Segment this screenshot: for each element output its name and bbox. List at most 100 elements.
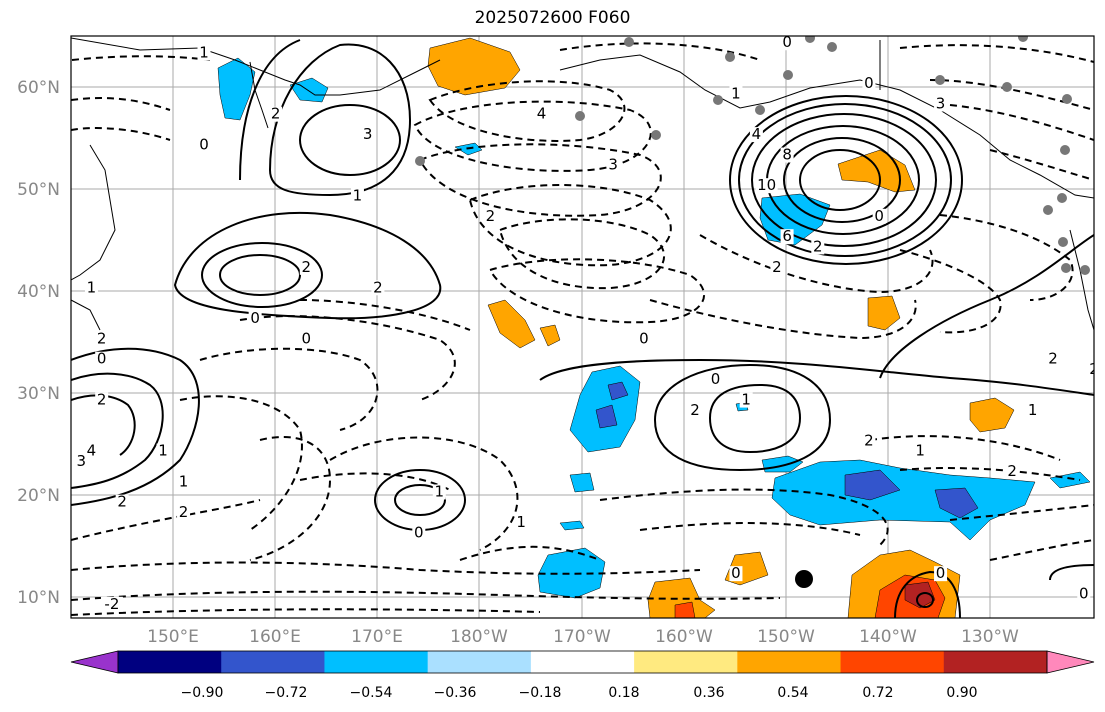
lat-label: 30°N [17,384,60,404]
colorbar-segment [634,651,738,673]
contour-label-bg [729,86,743,102]
contour-label-bg [1077,586,1091,602]
colorbar-frame [117,650,1048,674]
lon-label: 130°W [961,627,1019,647]
colorbar-label: −0.36 [434,685,477,701]
contour-label-bg [197,45,211,61]
contour-label: 4 [537,105,547,123]
contour-label: 2 [690,401,700,419]
contour-label: 4 [87,442,97,460]
contour-label: 6 [782,227,792,245]
contour-label: 1 [1028,401,1038,419]
map-frame [70,35,1095,619]
colorbar-labels: −0.90 −0.72 −0.54 −0.36 −0.18 0.18 0.36 … [181,685,978,701]
shade-blue-band-dark2 [934,487,979,519]
contour-label: 1 [731,84,741,102]
contour-label: 2 [772,258,782,276]
contours-positive [71,39,1094,618]
shade-orange-east2 [969,397,1015,433]
colorbar-label: −0.72 [265,685,308,701]
lat-label: 50°N [17,180,60,200]
colorbar-label: −0.18 [519,685,562,701]
contour-label-bg [269,106,283,122]
contour-label: -2 [104,595,119,613]
contour-label: 1 [179,472,189,490]
large-marker-dot [795,570,813,588]
contour-label-bg [95,351,109,367]
lon-label: 150°W [757,627,815,647]
lon-label: 180°W [450,627,508,647]
contour-label-bg [115,494,129,510]
contour-label: 2 [1007,462,1017,480]
colorbar-label: −0.90 [181,685,224,701]
contour-label-bg [299,331,313,347]
contour-label-bg [862,76,876,92]
contour-label-bg [350,188,364,204]
colorbar-segment [737,651,842,673]
colorbar-extend-min [70,650,119,674]
contour-label: 0 [731,564,741,582]
contour-label-bg [729,566,743,582]
contour-label-bg [95,392,109,408]
shade-orange-south1 [647,577,716,618]
shade-orange-small [539,324,561,347]
coastlines [71,37,1094,331]
contour-label-bg [780,36,794,51]
lon-label: 150°E [147,627,199,647]
contour-label-bg [84,280,98,296]
lat-label: 10°N [17,588,60,608]
contour-label-bg [197,137,211,153]
contour-label: 2 [271,105,281,123]
contour-label-bg [100,596,123,612]
lat-label: 20°N [17,486,60,506]
contour-label: 2 [373,278,383,296]
contour-label-bg [770,259,784,275]
contour-label-bg [872,208,886,224]
contour-label: 2 [1048,350,1058,368]
contour-label-bg [299,259,313,275]
colorbar-label: 0.18 [608,685,639,701]
colorbar-label: 0.54 [777,685,808,701]
contour-label-bg [361,127,375,143]
contour-label-bg [913,443,927,459]
contour-label-bg [637,331,651,347]
contour-label-bg [177,474,191,490]
contour-label-bg [1087,361,1094,377]
contour-label: 1 [915,442,925,460]
colorbar-segment [840,651,945,673]
contour-label-bg [483,208,497,224]
contour-label-bg [535,106,549,122]
contour-label-bg [1026,402,1040,418]
colorbar-label: 0.72 [862,685,893,701]
colorbar-segment [118,651,222,673]
contour-label-bg [811,239,825,255]
shaded-fields [217,37,1091,618]
contour-label-bg [934,566,948,582]
contour-label: 3 [936,94,946,112]
contour-label: 2 [117,493,127,511]
contour-label-bg [739,392,753,408]
contour-label-bg [708,372,722,388]
contour-label: 0 [250,309,260,327]
shade-orange-east [867,295,901,331]
lon-label: 140°W [859,627,917,647]
lon-label: 160°W [655,627,713,647]
colorbar [70,650,1095,674]
lat-label: 60°N [17,78,60,98]
contour-label-bg [432,484,446,500]
shade-orange-bering [427,37,521,96]
shade-blue-central-dark [595,404,618,429]
latitude-labels: 60°N 50°N 40°N 30°N 20°N 10°N [17,78,60,608]
contour-label-bg [84,443,98,459]
contour-label-bg [248,310,262,326]
colorbar-label: 0.36 [693,685,724,701]
contour-label: 1 [435,482,445,500]
contour-label-bg [1046,351,1060,367]
contour-label-bg [780,147,794,163]
contour-label-bg [514,515,528,531]
contour-label-bg [862,433,876,449]
contour-label: 3 [608,156,618,174]
contour-label: 2 [486,207,496,225]
